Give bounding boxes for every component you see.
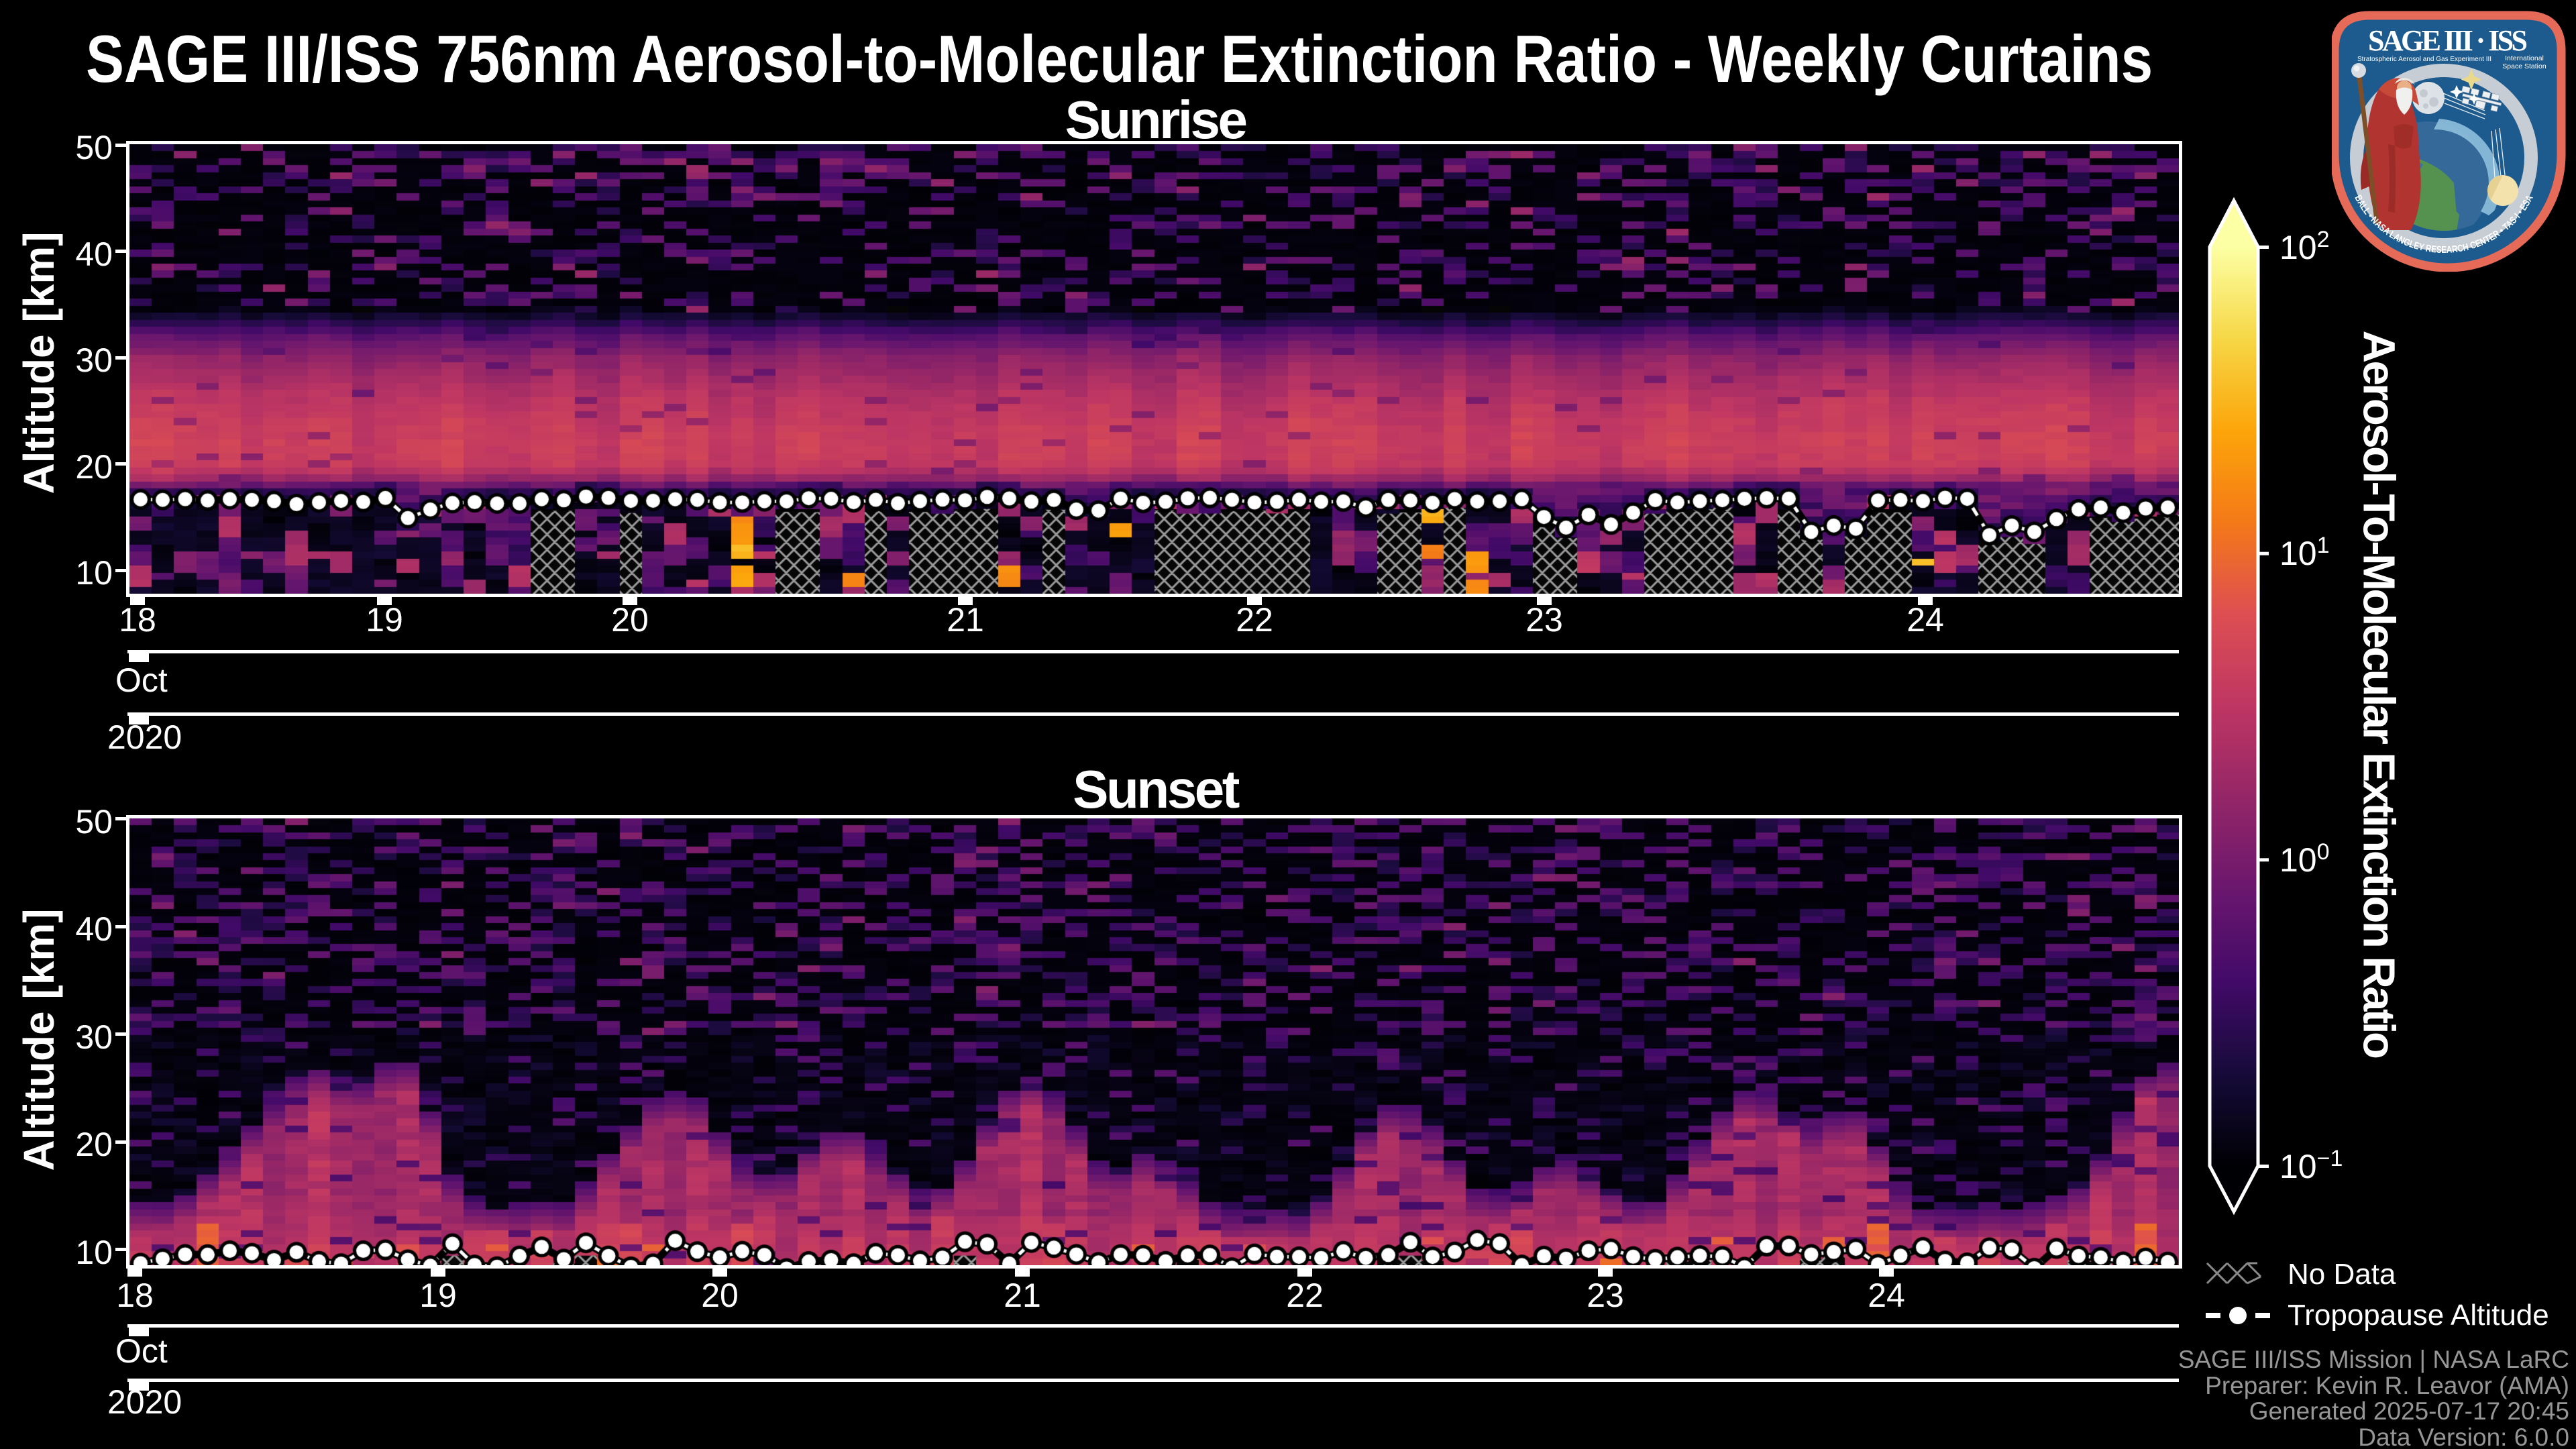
- svg-text:International: International: [2505, 54, 2544, 62]
- svg-text:Space Station: Space Station: [2502, 62, 2546, 70]
- svg-text:Stratospheric Aerosol and Gas: Stratospheric Aerosol and Gas Experiment…: [2357, 56, 2491, 63]
- svg-text:SAGE III · ISS: SAGE III · ISS: [2368, 24, 2528, 57]
